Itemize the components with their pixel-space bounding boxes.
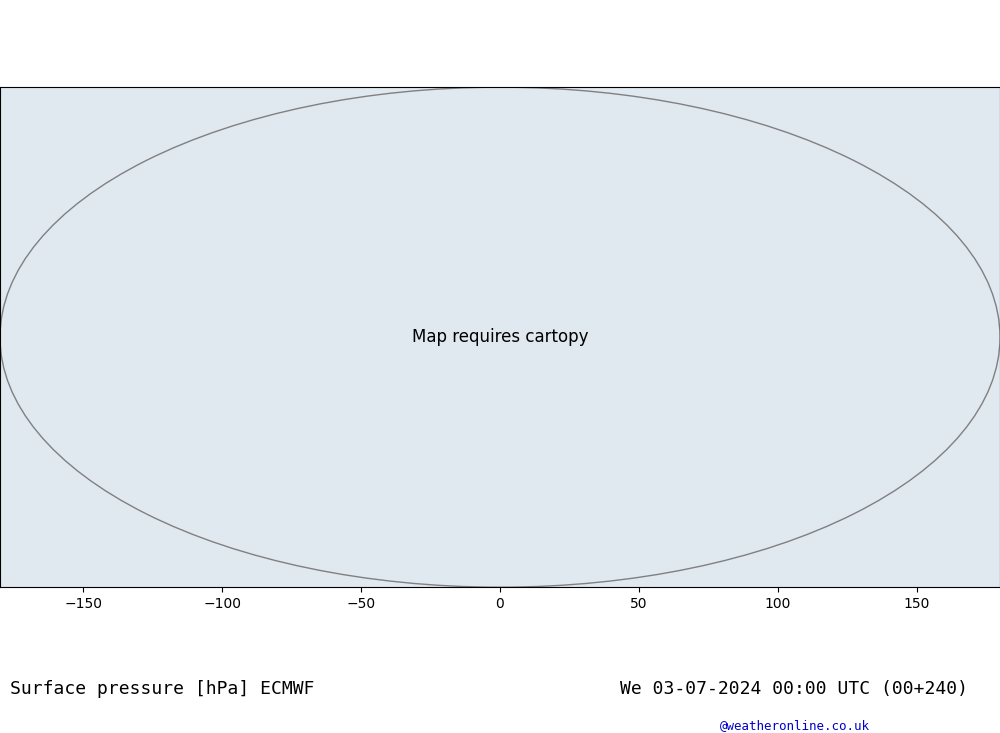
Text: @weatheronline.co.uk: @weatheronline.co.uk bbox=[720, 719, 870, 732]
Text: Surface pressure [hPa] ECMWF: Surface pressure [hPa] ECMWF bbox=[10, 680, 314, 698]
Text: Map requires cartopy: Map requires cartopy bbox=[412, 328, 588, 346]
Text: We 03-07-2024 00:00 UTC (00+240): We 03-07-2024 00:00 UTC (00+240) bbox=[620, 680, 968, 698]
